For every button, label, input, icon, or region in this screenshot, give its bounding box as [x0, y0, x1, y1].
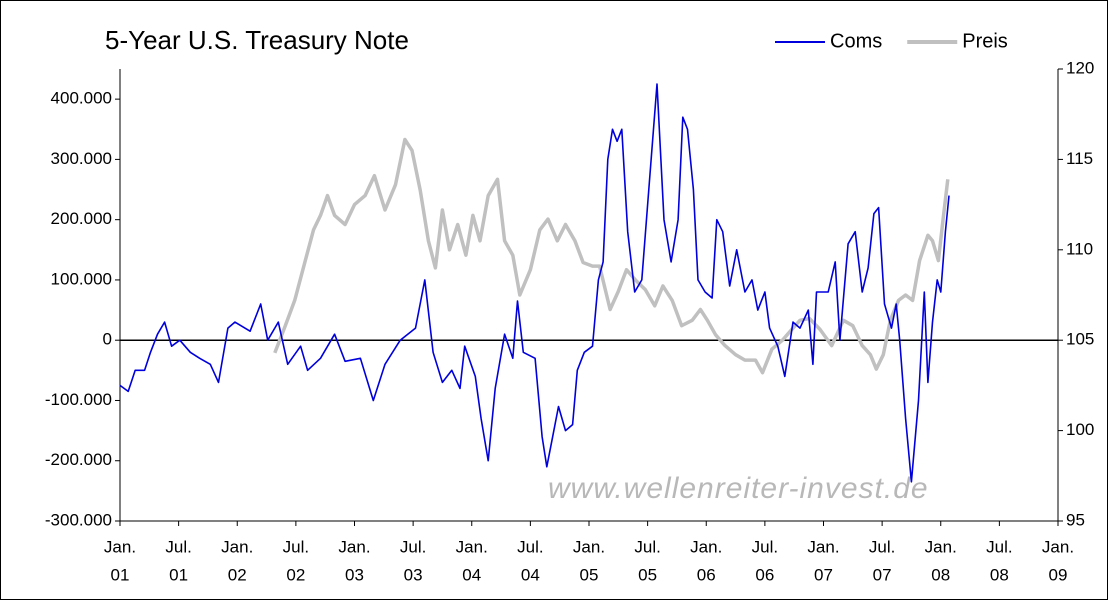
x-tick-label: 01	[169, 565, 188, 584]
x-tick-label: 06	[755, 565, 774, 584]
x-tick-label: 07	[814, 565, 833, 584]
y-tick-label: -300.000	[45, 510, 112, 529]
x-tick-label: 02	[286, 565, 305, 584]
x-tick-label: Jul.	[283, 537, 309, 556]
y2-tick-label: 100	[1066, 420, 1094, 439]
x-tick-label: Jul.	[517, 537, 543, 556]
x-tick-label: Jul.	[634, 537, 660, 556]
x-tick-label: Jan.	[690, 537, 722, 556]
x-tick-label: 05	[580, 565, 599, 584]
watermark: www.wellenreiter-invest.de	[548, 472, 929, 505]
x-tick-label: Jul.	[400, 537, 426, 556]
x-tick-label: 01	[111, 565, 130, 584]
y-tick-label: 200.000	[51, 209, 112, 228]
y-tick-label: -100.000	[45, 390, 112, 409]
x-tick-label: 08	[990, 565, 1009, 584]
y-tick-label: 0	[103, 330, 112, 349]
x-tick-label: Jan.	[807, 537, 839, 556]
x-tick-label: 02	[228, 565, 247, 584]
legend-label: Preis	[962, 30, 1008, 52]
x-tick-label: Jan.	[456, 537, 488, 556]
x-tick-label: 03	[404, 565, 423, 584]
x-tick-label: 08	[931, 565, 950, 584]
series-line	[119, 83, 950, 483]
x-tick-label: Jan.	[221, 537, 253, 556]
x-tick-label: Jan.	[925, 537, 957, 556]
y-tick-label: 400.000	[51, 89, 112, 108]
x-tick-label: Jan.	[338, 537, 370, 556]
x-tick-label: 03	[345, 565, 364, 584]
y-tick-label: 100.000	[51, 269, 112, 288]
x-tick-label: Jul.	[869, 537, 895, 556]
x-tick-label: 05	[638, 565, 657, 584]
y-tick-label: -200.000	[45, 450, 112, 469]
y2-tick-label: 95	[1066, 510, 1085, 529]
legend-label: Coms	[830, 30, 882, 52]
series-line	[273, 137, 950, 375]
x-tick-label: 09	[1049, 565, 1068, 584]
x-tick-label: 07	[873, 565, 892, 584]
y2-tick-label: 110	[1066, 239, 1093, 258]
x-tick-label: 06	[697, 565, 716, 584]
y-tick-label: 300.000	[51, 149, 112, 168]
x-tick-label: Jan.	[1042, 537, 1074, 556]
x-tick-label: Jan.	[573, 537, 605, 556]
y2-tick-label: 115	[1066, 149, 1093, 168]
x-tick-label: Jul.	[752, 537, 778, 556]
y2-tick-label: 120	[1066, 58, 1094, 77]
chart-title: 5-Year U.S. Treasury Note	[105, 25, 409, 55]
y2-tick-label: 105	[1066, 330, 1094, 349]
x-tick-label: Jul.	[165, 537, 191, 556]
x-tick-label: Jul.	[986, 537, 1012, 556]
x-tick-label: 04	[462, 565, 481, 584]
x-tick-label: 04	[521, 565, 540, 584]
x-tick-label: Jan.	[104, 537, 136, 556]
